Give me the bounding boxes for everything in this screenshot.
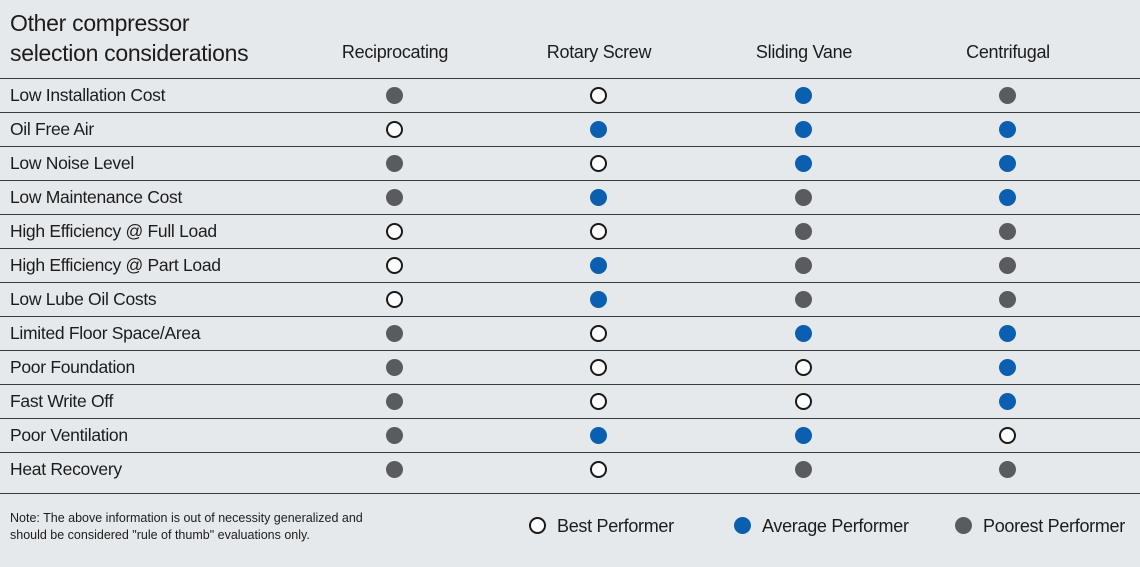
poorest-performer-icon [999, 291, 1016, 308]
poorest-performer-icon [386, 359, 403, 376]
poorest-performer-icon [999, 223, 1016, 240]
best-performer-icon [386, 291, 403, 308]
average-performer-icon [590, 427, 607, 444]
average-performer-icon [999, 325, 1016, 342]
column-header-centrifugal: Centrifugal [966, 42, 1050, 62]
poorest-performer-icon [795, 189, 812, 206]
poorest-performer-icon [386, 461, 403, 478]
best-performer-icon [590, 223, 607, 240]
table-row: Oil Free Air [0, 112, 1140, 146]
best-performer-icon [795, 359, 812, 376]
best-performer-icon [386, 223, 403, 240]
table-row: Low Noise Level [0, 146, 1140, 180]
poorest-performer-icon [386, 427, 403, 444]
average-performer-icon [590, 121, 607, 138]
poorest-performer-icon [955, 517, 972, 534]
column-header-reciprocating: Reciprocating [341, 42, 449, 62]
table-row: Poor Foundation [0, 350, 1140, 384]
poorest-performer-icon [386, 325, 403, 342]
poorest-performer-icon [795, 257, 812, 274]
average-performer-icon [999, 393, 1016, 410]
row-label: High Efficiency @ Full Load [10, 221, 217, 241]
best-performer-icon [590, 155, 607, 172]
poorest-performer-icon [386, 87, 403, 104]
poorest-performer-icon [795, 461, 812, 478]
poorest-performer-icon [795, 223, 812, 240]
legend-best-label: Best Performer [557, 516, 674, 536]
column-header-sliding-vane: Sliding Vane [755, 42, 853, 62]
row-label: Limited Floor Space/Area [10, 323, 201, 343]
row-label: Poor Ventilation [10, 425, 128, 445]
poorest-performer-icon [795, 291, 812, 308]
poorest-performer-icon [386, 189, 403, 206]
table-row: Low Lube Oil Costs [0, 282, 1140, 316]
poorest-performer-icon [999, 257, 1016, 274]
table-bottom-rule [0, 493, 1140, 494]
average-performer-icon [999, 359, 1016, 376]
best-performer-icon [386, 257, 403, 274]
average-performer-icon [999, 189, 1016, 206]
legend-average-label: Average Performer [762, 516, 909, 536]
poorest-performer-icon [386, 393, 403, 410]
poorest-performer-icon [386, 155, 403, 172]
table-title: Other compressor selection consideration… [10, 8, 249, 68]
best-performer-icon [795, 393, 812, 410]
row-label: Oil Free Air [10, 119, 94, 139]
row-label: Heat Recovery [10, 459, 122, 479]
average-performer-icon [590, 257, 607, 274]
average-performer-icon [999, 155, 1016, 172]
average-performer-icon [795, 427, 812, 444]
table-row: Poor Ventilation [0, 418, 1140, 452]
table-row: Fast Write Off [0, 384, 1140, 418]
table-row: Limited Floor Space/Area [0, 316, 1140, 350]
best-performer-icon [590, 461, 607, 478]
average-performer-icon [590, 291, 607, 308]
row-label: Low Installation Cost [10, 85, 166, 105]
average-performer-icon [999, 121, 1016, 138]
poorest-performer-icon [999, 87, 1016, 104]
best-performer-icon [999, 427, 1016, 444]
row-label: Low Maintenance Cost [10, 187, 183, 207]
title-line-1: Other compressor [10, 10, 190, 36]
row-label: Fast Write Off [10, 391, 114, 411]
poorest-performer-icon [999, 461, 1016, 478]
table-row: Low Installation Cost [0, 78, 1140, 112]
footnote-line-2: should be considered "rule of thumb" eva… [10, 528, 310, 542]
table-row: High Efficiency @ Full Load [0, 214, 1140, 248]
footnote-line-1: Note: The above information is out of ne… [10, 511, 363, 525]
comparison-table: Low Installation Cost Oil Free Air Low Noi… [0, 78, 1140, 486]
title-line-2: selection considerations [10, 40, 249, 66]
table-row: High Efficiency @ Part Load [0, 248, 1140, 282]
row-label: High Efficiency @ Part Load [10, 255, 221, 275]
best-performer-icon [386, 121, 403, 138]
row-label: Poor Foundation [10, 357, 135, 377]
column-header-rotary-screw: Rotary Screw [546, 42, 652, 62]
row-label: Low Lube Oil Costs [10, 289, 157, 309]
table-row: Heat Recovery [0, 452, 1140, 486]
row-label: Low Noise Level [10, 153, 134, 173]
best-performer-icon [590, 87, 607, 104]
average-performer-icon [795, 87, 812, 104]
footnote: Note: The above information is out of ne… [10, 510, 470, 544]
average-performer-icon [795, 325, 812, 342]
best-performer-icon [590, 359, 607, 376]
average-performer-icon [795, 155, 812, 172]
best-performer-icon [529, 517, 546, 534]
table-row: Low Maintenance Cost [0, 180, 1140, 214]
average-performer-icon [734, 517, 751, 534]
legend-poor-label: Poorest Performer [983, 516, 1125, 536]
average-performer-icon [795, 121, 812, 138]
average-performer-icon [590, 189, 607, 206]
best-performer-icon [590, 393, 607, 410]
best-performer-icon [590, 325, 607, 342]
